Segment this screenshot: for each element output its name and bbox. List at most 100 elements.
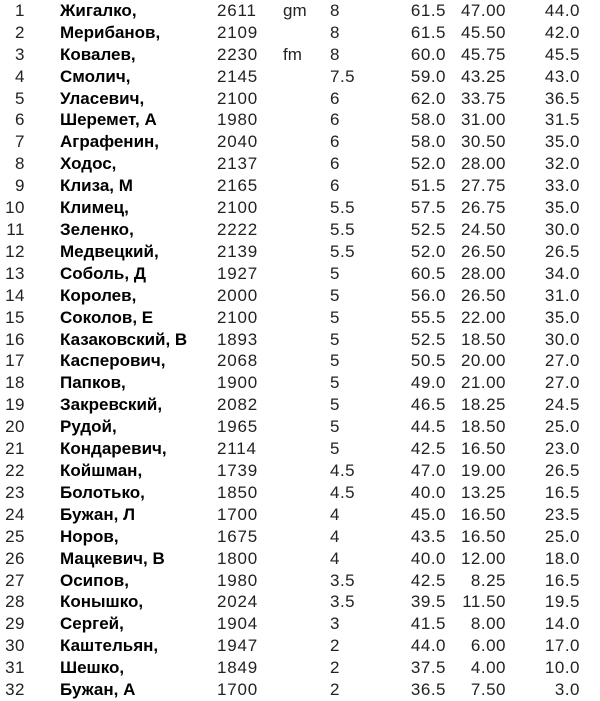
tb1-cell: 52.5 (410, 220, 446, 240)
name-cell: Касперович, (60, 351, 166, 371)
tb2-cell: 45.50 (460, 22, 506, 42)
table-row: 16 Казаковский, В 1893 5 52.5 18.50 30.0 (0, 329, 600, 351)
points-cell: 5.5 (330, 198, 356, 218)
table-row: 8 Ходос, 2137 6 52.0 28.00 32.0 (0, 153, 600, 175)
tb3-cell: 35.0 (544, 132, 580, 152)
tb3-cell: 45.5 (544, 44, 580, 64)
points-cell: 6 (330, 154, 340, 174)
tb1-cell: 49.0 (410, 373, 446, 393)
table-row: 15 Соколов, Е 2100 5 55.5 22.00 35.0 (0, 307, 600, 329)
tb1-cell: 39.5 (410, 592, 446, 612)
name-cell: Смолич, (60, 66, 131, 86)
tb1-cell: 59.0 (410, 66, 446, 86)
rank-cell: 18 (5, 373, 25, 393)
tb3-cell: 35.0 (544, 198, 580, 218)
tb3-cell: 16.5 (544, 570, 580, 590)
tb2-cell: 19.00 (460, 460, 506, 480)
tb3-cell: 3.0 (554, 680, 580, 700)
points-cell: 7.5 (330, 66, 356, 86)
rating-cell: 2100 (217, 88, 259, 108)
rating-cell: 2000 (217, 285, 259, 305)
rank-cell: 22 (5, 460, 25, 480)
points-cell: 4 (330, 504, 340, 524)
name-cell: Королев, (60, 285, 137, 305)
table-row: 30 Каштельян, 1947 2 44.0 6.00 17.0 (0, 635, 600, 657)
rank-cell: 9 (15, 176, 25, 196)
tb1-cell: 46.5 (410, 395, 446, 415)
tb3-cell: 34.0 (544, 263, 580, 283)
points-cell: 5.5 (330, 220, 356, 240)
tb3-cell: 10.0 (544, 658, 580, 678)
name-cell: Аграфенин, (60, 132, 160, 152)
name-cell: Жигалко, (60, 0, 137, 20)
rank-cell: 13 (5, 263, 25, 283)
name-cell: Папков, (60, 373, 126, 393)
tb1-cell: 40.0 (410, 548, 446, 568)
rating-cell: 1850 (217, 482, 259, 502)
tb1-cell: 57.5 (410, 198, 446, 218)
tb2-cell: 18.50 (460, 329, 506, 349)
name-cell: Соколов, Е (60, 307, 154, 327)
rank-cell: 1 (15, 0, 25, 20)
points-cell: 8 (330, 0, 340, 20)
tb2-cell: 43.25 (460, 66, 506, 86)
rank-cell: 26 (5, 548, 25, 568)
tb2-cell: 45.75 (460, 44, 506, 64)
name-cell: Ходос, (60, 154, 117, 174)
rank-cell: 5 (15, 88, 25, 108)
tb1-cell: 36.5 (410, 680, 446, 700)
tb3-cell: 27.0 (544, 373, 580, 393)
name-cell: Уласевич, (60, 88, 145, 108)
points-cell: 5.5 (330, 241, 356, 261)
title-cell: fm (283, 44, 302, 64)
tb1-cell: 47.0 (410, 460, 446, 480)
rating-cell: 2100 (217, 198, 259, 218)
rank-cell: 8 (15, 154, 25, 174)
tb1-cell: 52.5 (410, 329, 446, 349)
name-cell: Мерибанов, (60, 22, 161, 42)
tb1-cell: 42.5 (410, 439, 446, 459)
tb3-cell: 30.0 (544, 329, 580, 349)
tb2-cell: 30.50 (460, 132, 506, 152)
points-cell: 4 (330, 548, 340, 568)
table-row: 6 Шеремет, А 1980 6 58.0 31.00 31.5 (0, 110, 600, 132)
table-row: 10 Климец, 2100 5.5 57.5 26.75 35.0 (0, 197, 600, 219)
rating-cell: 2145 (217, 66, 259, 86)
points-cell: 4.5 (330, 482, 356, 502)
rank-cell: 11 (6, 220, 25, 240)
points-cell: 6 (330, 132, 340, 152)
rating-cell: 1800 (217, 548, 259, 568)
rating-cell: 1700 (217, 680, 259, 700)
table-row: 20 Рудой, 1965 5 44.5 18.50 25.0 (0, 416, 600, 438)
table-row: 24 Бужан, Л 1700 4 45.0 16.50 23.5 (0, 504, 600, 526)
table-row: 1 Жигалко, 2611 gm 8 61.5 47.00 44.0 (0, 0, 600, 22)
points-cell: 6 (330, 110, 340, 130)
tb2-cell: 16.50 (460, 439, 506, 459)
rating-cell: 2139 (217, 241, 259, 261)
points-cell: 5 (330, 307, 340, 327)
tb3-cell: 24.5 (544, 395, 580, 415)
name-cell: Казаковский, В (60, 329, 188, 349)
rank-cell: 15 (5, 307, 25, 327)
tb1-cell: 51.5 (410, 176, 446, 196)
title-cell: gm (283, 0, 307, 20)
rank-cell: 29 (5, 614, 25, 634)
tb3-cell: 35.0 (544, 307, 580, 327)
tb3-cell: 26.5 (544, 241, 580, 261)
rating-cell: 2230 (217, 44, 259, 64)
name-cell: Ковалев, (60, 44, 136, 64)
tb2-cell: 6.00 (470, 636, 506, 656)
tb2-cell: 26.50 (460, 285, 506, 305)
name-cell: Норов, (60, 526, 119, 546)
rating-cell: 2068 (217, 351, 259, 371)
tb1-cell: 62.0 (410, 88, 446, 108)
rating-cell: 1900 (217, 373, 259, 393)
rating-cell: 1739 (217, 460, 259, 480)
tb2-cell: 28.00 (460, 154, 506, 174)
tb1-cell: 52.0 (410, 241, 446, 261)
tb2-cell: 33.75 (460, 88, 506, 108)
rating-cell: 2165 (217, 176, 259, 196)
rank-cell: 3 (15, 44, 25, 64)
tb1-cell: 60.5 (410, 263, 446, 283)
rating-cell: 2222 (217, 220, 259, 240)
